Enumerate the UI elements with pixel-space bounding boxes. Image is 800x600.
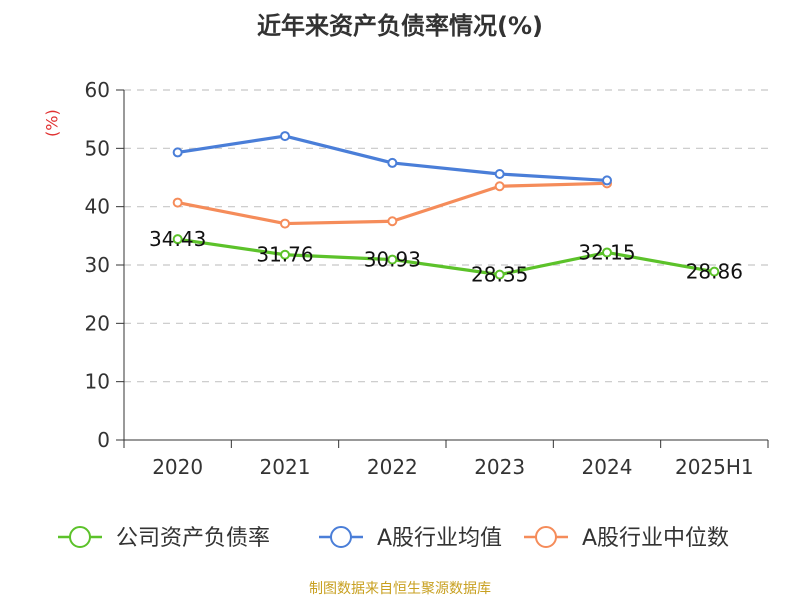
- series-1-point-2021: [280, 131, 290, 142]
- chart-title: 近年来资产负债率情况(%): [257, 12, 543, 40]
- x-tick-label-2024: 2024: [582, 455, 633, 479]
- series-0-point-2024: [602, 247, 612, 258]
- series-0-point-2021: [280, 249, 290, 260]
- series-1-point-2024: [602, 175, 612, 186]
- series-0-point-2020: [172, 234, 183, 245]
- legend-marker-2: [535, 526, 557, 548]
- y-tick-label-0: 0: [97, 428, 110, 452]
- series-line-0: [177, 237, 715, 277]
- x-tick-label-2022: 2022: [367, 455, 418, 479]
- series-2-point-2021: [280, 218, 290, 229]
- y-tick-label-30: 30: [85, 253, 110, 277]
- data-label-2024: 32.15: [578, 240, 635, 264]
- series-2-point-2023: [494, 181, 505, 192]
- legend-label-1: A股行业均值: [377, 526, 502, 551]
- legend-label-2: A股行业中位数: [582, 526, 729, 551]
- legend-label-0: 公司资产负债率: [116, 526, 270, 551]
- x-tick-label-2020: 2020: [152, 455, 203, 479]
- x-tick-label-2025H1: 2025H1: [675, 455, 754, 479]
- series-0: [172, 234, 720, 280]
- axes: 0 10 20 30 40 50 60 2020 2021 2022 2023 2024 2025H1: [85, 78, 769, 479]
- series-1-point-2020: [172, 147, 183, 158]
- series-0-point-2022: [387, 254, 398, 265]
- x-tick-label-2023: 2023: [474, 455, 525, 479]
- series-lines: [172, 131, 720, 280]
- y-tick-label-10: 10: [85, 370, 110, 394]
- data-labels: 34.43 31.76 30.93 28.35 32.15 28.86: [149, 227, 743, 286]
- grid-lines: [124, 89, 768, 383]
- source-note: 制图数据来自恒生聚源数据库: [309, 581, 491, 597]
- y-tick-label-20: 20: [85, 311, 110, 335]
- series-1: [172, 131, 612, 186]
- series-0-point-2023: [494, 269, 505, 280]
- series-0-point-2025H1: [709, 266, 720, 277]
- series-2-point-2022: [387, 216, 398, 227]
- series-1-point-2023: [494, 169, 505, 179]
- series-2-point-2020: [172, 197, 183, 208]
- y-tick-label-60: 60: [85, 78, 110, 102]
- legend-item-2[interactable]: A股行业中位数: [524, 526, 729, 551]
- x-tick-label-2021: 2021: [260, 455, 311, 479]
- data-label-2025H1: 28.86: [686, 260, 743, 284]
- legend-item-1[interactable]: A股行业均值: [319, 526, 502, 551]
- legend-marker-1: [330, 526, 352, 548]
- series-1-point-2022: [387, 157, 398, 168]
- series-2: [172, 178, 612, 229]
- data-label-2021: 31.76: [256, 243, 313, 267]
- legend-item-0[interactable]: 公司资产负债率: [58, 526, 270, 551]
- data-label-2023: 28.35: [471, 263, 528, 287]
- data-label-2020: 34.43: [149, 227, 206, 251]
- data-label-2022: 30.93: [364, 248, 421, 272]
- y-tick-label-50: 50: [85, 136, 110, 160]
- y-tick-label-40: 40: [85, 195, 110, 219]
- legend-marker-0: [69, 526, 91, 548]
- legend[interactable]: 公司资产负债率 A股行业均值 A股行业中位数: [58, 526, 729, 551]
